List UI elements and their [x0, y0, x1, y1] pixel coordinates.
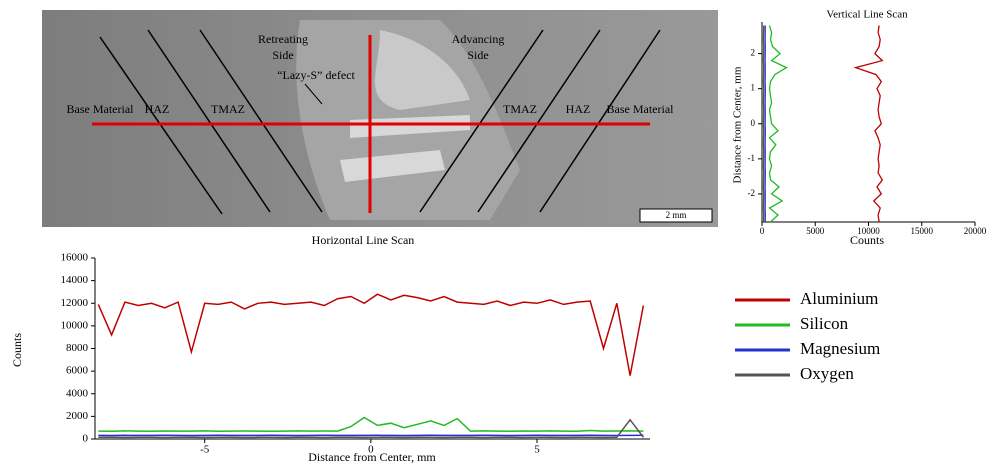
y-tick-label: 12000 [61, 297, 89, 309]
retreating-label: Retreating [258, 32, 308, 46]
y-tick-label: 10000 [61, 319, 89, 331]
advancing-label: Side [467, 48, 488, 62]
series-line [853, 25, 884, 223]
defect-label: “Lazy-S” defect [277, 68, 355, 82]
series-line [97, 293, 645, 376]
legend-label: Silicon [800, 314, 849, 333]
scale-bar [639, 208, 713, 223]
x-tick-label: -5 [200, 444, 210, 456]
y-tick-label: 16000 [61, 252, 89, 264]
y-tick-label: 4000 [66, 387, 89, 399]
zone-boundaries [99, 29, 661, 215]
y-tick-label: -2 [748, 188, 756, 198]
lazy-s-band [375, 30, 470, 110]
y-tick-label: 14000 [61, 274, 89, 286]
y-tick-label: 2000 [66, 410, 89, 422]
legend-label: Oxygen [800, 364, 854, 383]
zone-label: TMAZ [211, 102, 245, 116]
y-tick-label: 2 [751, 48, 756, 58]
y-tick-label: 1 [751, 83, 756, 93]
y-tick-label: 0 [751, 118, 756, 128]
retreating-label: Side [272, 48, 293, 62]
y-tick-label: 0 [83, 433, 89, 445]
x-tick-label: 15000 [911, 226, 934, 236]
defect-pointer [304, 83, 323, 105]
y-axis-label: Distance from Center, mm [732, 66, 744, 183]
onion-rings [340, 115, 470, 182]
series-line [98, 416, 644, 433]
x-tick-label: 0 [368, 444, 374, 456]
x-axis-label: Distance from Center, mm [308, 450, 436, 464]
advancing-label: Advancing [452, 32, 505, 46]
series-line [98, 418, 644, 439]
legend-label: Aluminium [800, 289, 878, 308]
x-axis-label: Counts [850, 233, 884, 247]
zone-label: HAZ [566, 102, 591, 116]
zone-label: TMAZ [503, 102, 537, 116]
zone-label: Base Material [67, 102, 135, 116]
x-tick-label: 0 [760, 226, 765, 236]
y-tick-label: 6000 [66, 365, 89, 377]
y-tick-label: 8000 [66, 342, 89, 354]
series-line [768, 25, 788, 223]
zone-label: HAZ [145, 102, 170, 116]
x-tick-label: 5 [534, 444, 540, 456]
chart-title: Vertical Line Scan [826, 9, 908, 21]
scale-bar-label: 2 mm [666, 210, 687, 220]
micrograph: Retreating Side Advancing Side “Lazy-S” … [42, 10, 718, 227]
x-tick-label: 10000 [857, 226, 880, 236]
chart-title: Horizontal Line Scan [312, 233, 415, 247]
y-tick-label: -1 [748, 153, 756, 163]
x-tick-label: 20000 [964, 226, 987, 236]
y-axis-label: Counts [10, 333, 24, 367]
zone-label: Base Material [607, 102, 675, 116]
x-tick-label: 5000 [806, 226, 825, 236]
legend-label: Magnesium [800, 339, 880, 358]
